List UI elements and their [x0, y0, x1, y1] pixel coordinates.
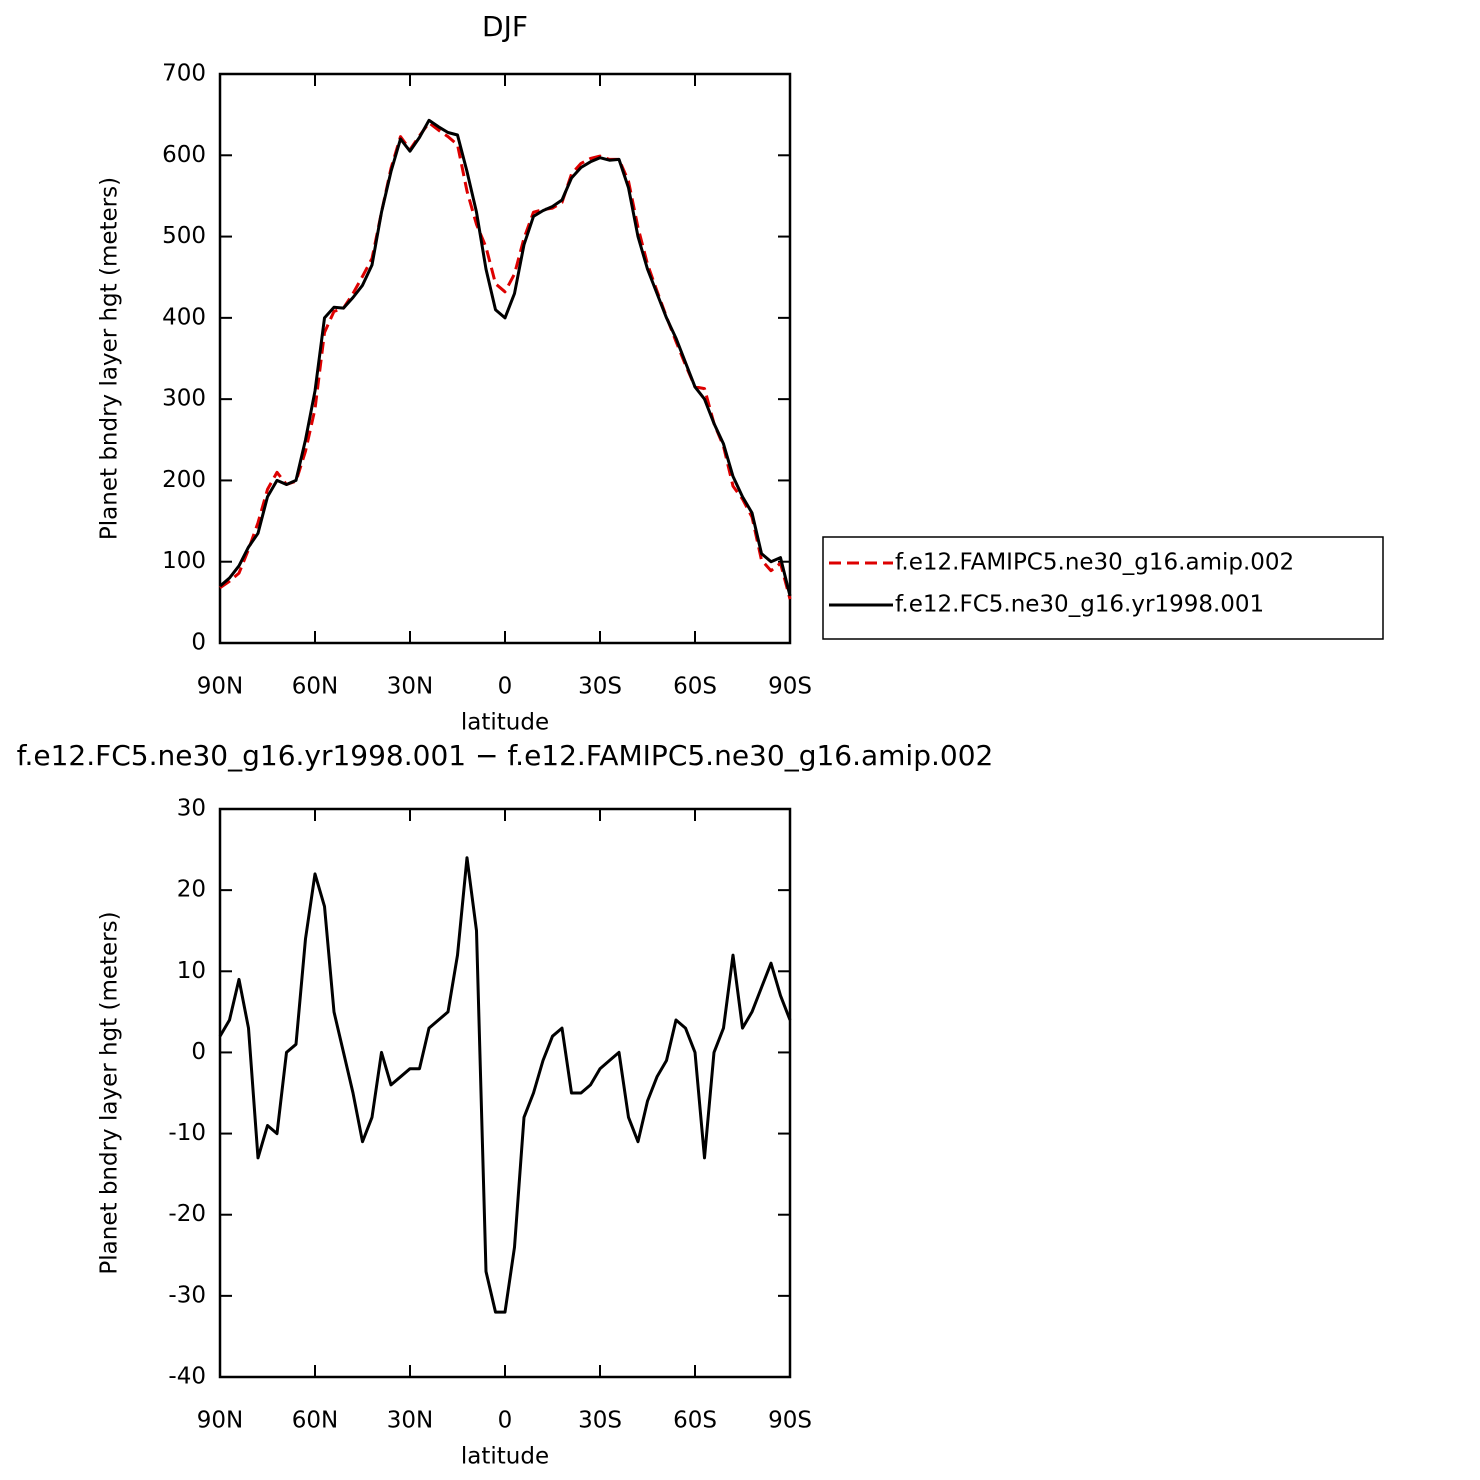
y-axis-label: Planet bndry layer hgt (meters): [97, 911, 123, 1274]
y-tick-label: -20: [168, 1201, 206, 1227]
y-tick-label: -30: [168, 1282, 206, 1308]
x-tick-label: 60S: [673, 1408, 717, 1434]
x-tick-label: 0: [498, 674, 513, 700]
legend-box: [822, 536, 1384, 640]
x-tick-label: 30S: [578, 674, 622, 700]
x-tick-label: 60S: [673, 674, 717, 700]
chart-title: f.e12.FC5.ne30_g16.yr1998.001 − f.e12.FA…: [17, 739, 994, 772]
x-axis-label: latitude: [461, 1444, 549, 1470]
plot-frame: [218, 807, 792, 1379]
x-tick-label: 90N: [197, 674, 243, 700]
x-tick-label: 90S: [768, 674, 812, 700]
chart-title: DJF: [482, 10, 528, 43]
legend-label: f.e12.FC5.ne30_g16.yr1998.001: [895, 592, 1264, 618]
y-tick-label: 100: [162, 548, 206, 574]
y-tick-label: 0: [191, 630, 206, 656]
x-tick-label: 30N: [387, 674, 433, 700]
y-axis-label: Planet bndry layer hgt (meters): [97, 177, 123, 540]
x-tick-label: 60N: [292, 1408, 338, 1434]
x-tick-label: 60N: [292, 674, 338, 700]
x-tick-label: 30N: [387, 1408, 433, 1434]
y-tick-label: 20: [177, 877, 206, 903]
y-tick-label: 400: [162, 304, 206, 330]
y-tick-label: -40: [168, 1364, 206, 1390]
y-tick-label: 0: [191, 1039, 206, 1065]
x-tick-label: 0: [498, 1408, 513, 1434]
data-line: [219, 121, 792, 600]
data-line: [219, 118, 792, 597]
y-tick-label: 300: [162, 386, 206, 412]
y-tick-label: 600: [162, 142, 206, 168]
x-tick-label: 30S: [578, 1408, 622, 1434]
y-tick-label: 500: [162, 223, 206, 249]
y-tick-label: 30: [177, 796, 206, 822]
y-tick-label: -10: [168, 1120, 206, 1146]
y-tick-label: 200: [162, 467, 206, 493]
y-tick-label: 700: [162, 61, 206, 87]
x-tick-label: 90N: [197, 1408, 243, 1434]
plot-frame: [218, 72, 792, 645]
data-line: [218, 856, 792, 1314]
x-axis-label: latitude: [461, 710, 549, 736]
y-tick-label: 10: [177, 958, 206, 984]
x-tick-label: 90S: [768, 1408, 812, 1434]
legend-label: f.e12.FAMIPC5.ne30_g16.amip.002: [895, 550, 1294, 576]
